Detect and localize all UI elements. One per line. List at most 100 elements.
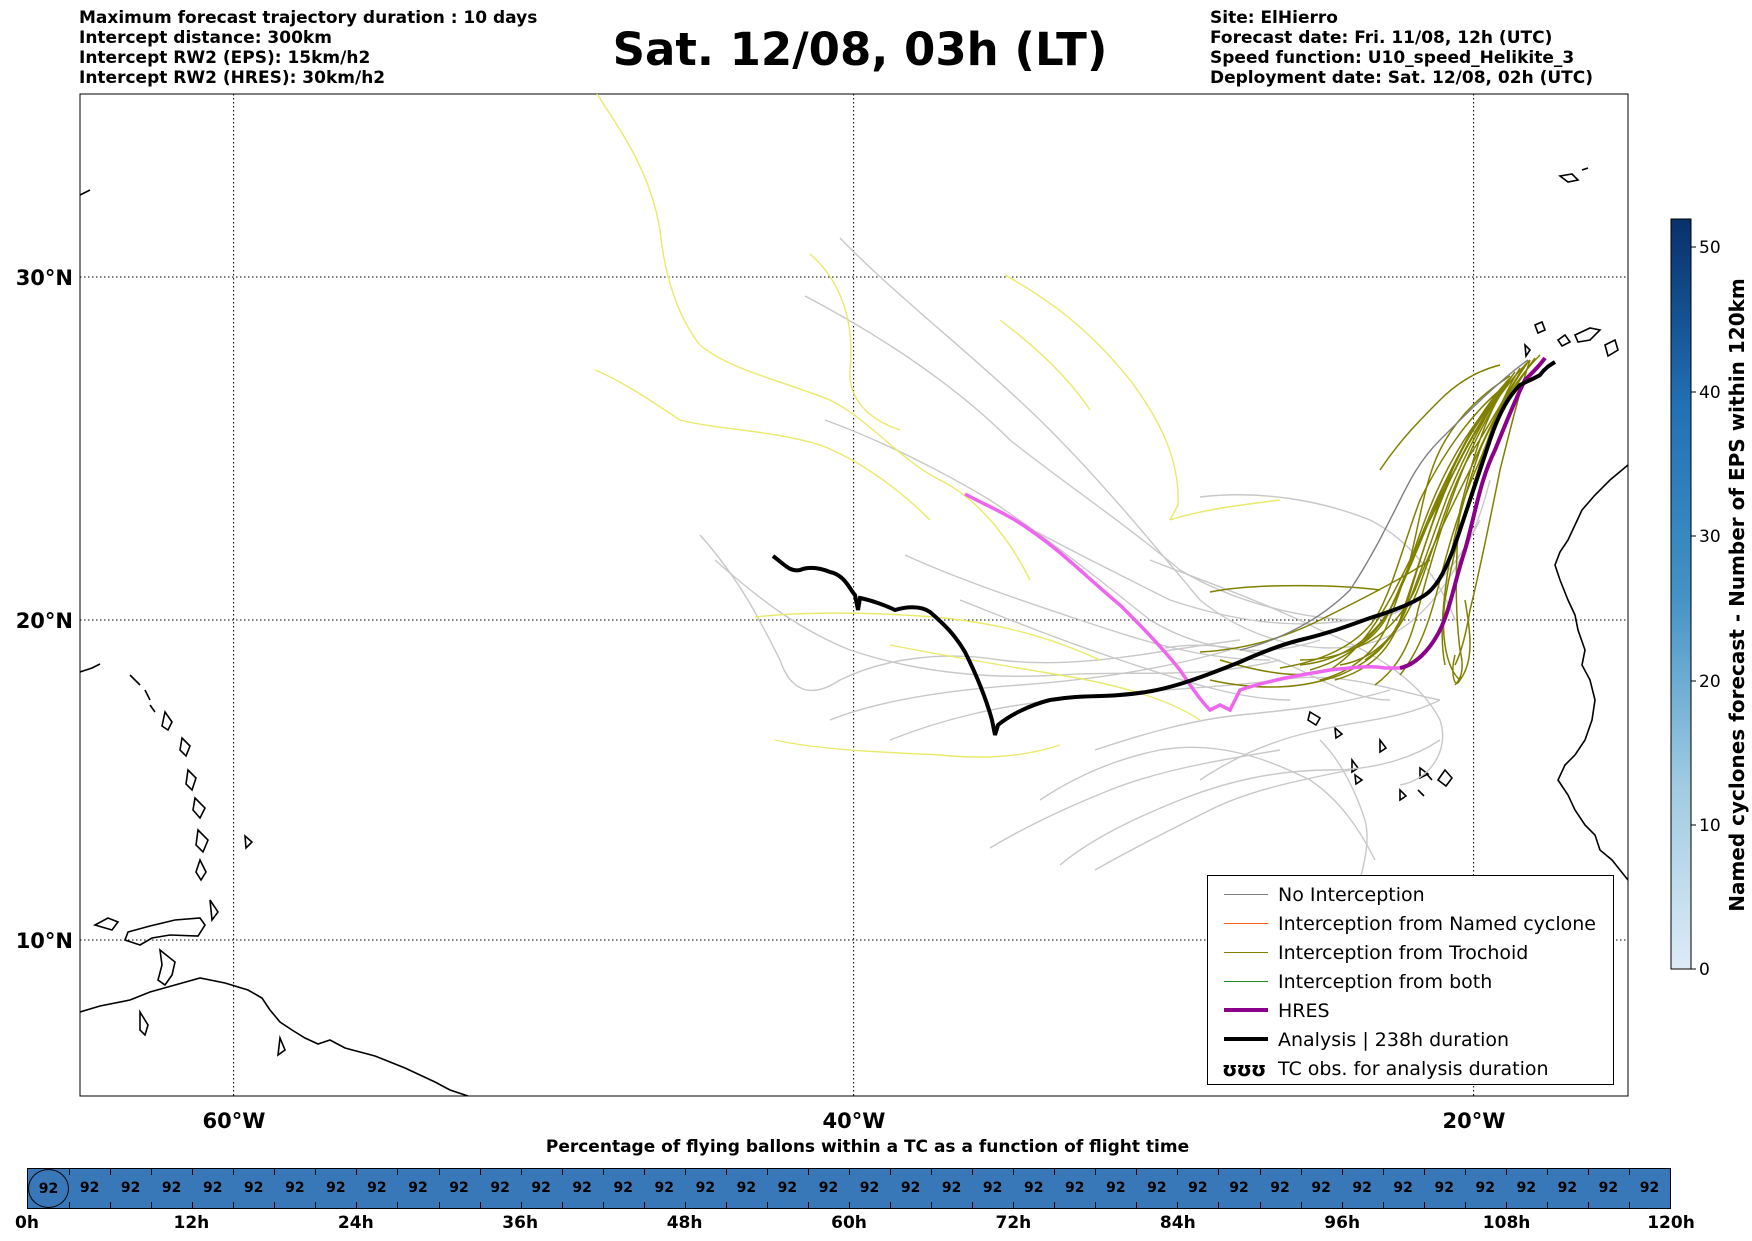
percentage-tick <box>1464 1169 1466 1175</box>
olive-track <box>1452 599 1471 684</box>
percentage-tick <box>1259 1169 1261 1175</box>
coast-caribbean-small <box>139 948 286 1057</box>
percentage-cell: 92 <box>1023 1180 1044 1196</box>
map-area <box>79 93 1629 1097</box>
percentage-tick <box>1013 1202 1015 1208</box>
coast-fragment-north <box>80 189 91 196</box>
percentage-tick <box>438 1202 440 1208</box>
olive-track <box>1409 375 1511 561</box>
percentage-tick <box>397 1169 399 1175</box>
percentage-cell: 92 <box>1065 1180 1085 1196</box>
gray-track <box>1199 494 1456 621</box>
legend-label: Analysis | 238h duration <box>1278 1029 1510 1051</box>
legend-label: Interception from Named cyclone <box>1278 913 1596 935</box>
percentage-tick <box>110 1169 112 1175</box>
percentage-tick <box>1013 1169 1015 1175</box>
percentage-tick <box>1095 1169 1097 1175</box>
percentage-tick <box>192 1169 194 1175</box>
latitude-labels: 30°N 20°N 10°N <box>16 266 73 953</box>
legend-swatch <box>1224 1037 1268 1041</box>
percentage-tick <box>1218 1202 1220 1208</box>
percentage-cell: 92 <box>1352 1180 1372 1196</box>
percentage-tick <box>520 1169 522 1175</box>
percentage-cell: 92 <box>1393 1180 1413 1196</box>
time-label: 120h <box>1647 1213 1695 1233</box>
yellow-track <box>999 319 1091 411</box>
percentage-cell: 92 <box>1188 1180 1208 1196</box>
colorbar-gradient <box>1670 218 1692 970</box>
info-left-block: Maximum forecast trajectory duration : 1… <box>79 8 537 88</box>
percentage-tick <box>1382 1169 1384 1175</box>
colorbar-title: Named cyclones forecast - Number of EPS … <box>1725 278 1749 912</box>
gray-track <box>839 237 1491 649</box>
percentage-tick <box>1259 1202 1261 1208</box>
lon-label-60w: 60°W <box>203 1109 266 1133</box>
percentage-cell: 92 <box>777 1180 798 1196</box>
percentage-tick <box>931 1202 933 1208</box>
percentage-cell: 92 <box>161 1180 182 1196</box>
yellow-track <box>889 644 1201 721</box>
percentage-tick <box>356 1202 358 1208</box>
percentage-tick <box>1505 1202 1507 1208</box>
percentage-tick <box>1628 1169 1630 1175</box>
legend-swatch <box>1224 894 1268 895</box>
percentage-cell: 92 <box>654 1180 675 1196</box>
olive-track <box>1379 364 1501 471</box>
percentage-tick <box>520 1202 522 1208</box>
legend-swatch <box>1224 952 1268 953</box>
percentage-tick <box>849 1169 850 1175</box>
time-label: 72h <box>995 1213 1032 1233</box>
olive-track <box>1199 559 1431 653</box>
percentage-cell: 92 <box>900 1180 921 1196</box>
coast-venezuela-islands <box>92 917 206 946</box>
percentage-cell: 92 <box>1229 1180 1249 1196</box>
colorbar-tick-30: 30 <box>1699 527 1721 547</box>
coast-lesser-antilles <box>80 663 254 923</box>
gray-track <box>1199 699 1441 781</box>
gray-track <box>699 534 1241 691</box>
percentage-tick <box>849 1202 850 1208</box>
percentage-tick <box>1341 1202 1343 1208</box>
percentage-tick <box>1054 1202 1056 1208</box>
percentage-tick <box>233 1169 235 1175</box>
percentage-cell: 92 <box>1598 1180 1619 1196</box>
percentage-cell: 92 <box>490 1180 510 1196</box>
percentage-tick <box>602 1202 604 1208</box>
percentage-cell: 92 <box>531 1180 551 1196</box>
percentage-tick <box>151 1169 153 1175</box>
gray-track <box>1094 769 1351 871</box>
percentage-cell: 92 <box>244 1180 264 1196</box>
percentage-cell: 92 <box>1270 1180 1290 1196</box>
yellow-track <box>1004 274 1179 521</box>
percentage-tick <box>890 1169 892 1175</box>
colorbar-tick-0: 0 <box>1699 960 1710 980</box>
percentage-tick <box>315 1202 317 1208</box>
percentage-cell: 92 <box>202 1180 223 1196</box>
gray-track <box>999 511 1351 625</box>
hres-track <box>964 492 1400 713</box>
percentage-tick <box>1546 1202 1548 1208</box>
percentage-cell: 92 <box>1311 1180 1331 1196</box>
percentage-tick <box>725 1202 727 1208</box>
coast-cape-verde <box>1307 710 1454 802</box>
percentage-cell: 92 <box>1106 1180 1126 1196</box>
info-right-block: Site: ElHierro Forecast date: Fri. 11/08… <box>1210 8 1593 88</box>
gray-track <box>989 749 1281 849</box>
percentage-tick <box>602 1169 604 1175</box>
time-label: 108h <box>1482 1213 1531 1233</box>
lat-label-20n: 20°N <box>16 609 73 633</box>
olive-track <box>1339 379 1509 666</box>
legend-swatch <box>1224 981 1268 982</box>
percentage-cell: 92 <box>572 1180 592 1196</box>
percentage-tick <box>69 1169 71 1175</box>
percentage-cell: 92 <box>1434 1180 1454 1196</box>
longitude-labels: 60°W 40°W 20°W <box>203 1109 1506 1133</box>
percentage-cell: 92 <box>408 1180 428 1196</box>
olive-track <box>1374 375 1513 686</box>
lon-label-20w: 20°W <box>1443 1109 1506 1133</box>
lon-label-40w: 40°W <box>823 1109 886 1133</box>
coastlines <box>80 167 1628 1096</box>
colorbar-ticks <box>1691 246 1696 970</box>
percentage-cell: 92 <box>859 1180 880 1196</box>
